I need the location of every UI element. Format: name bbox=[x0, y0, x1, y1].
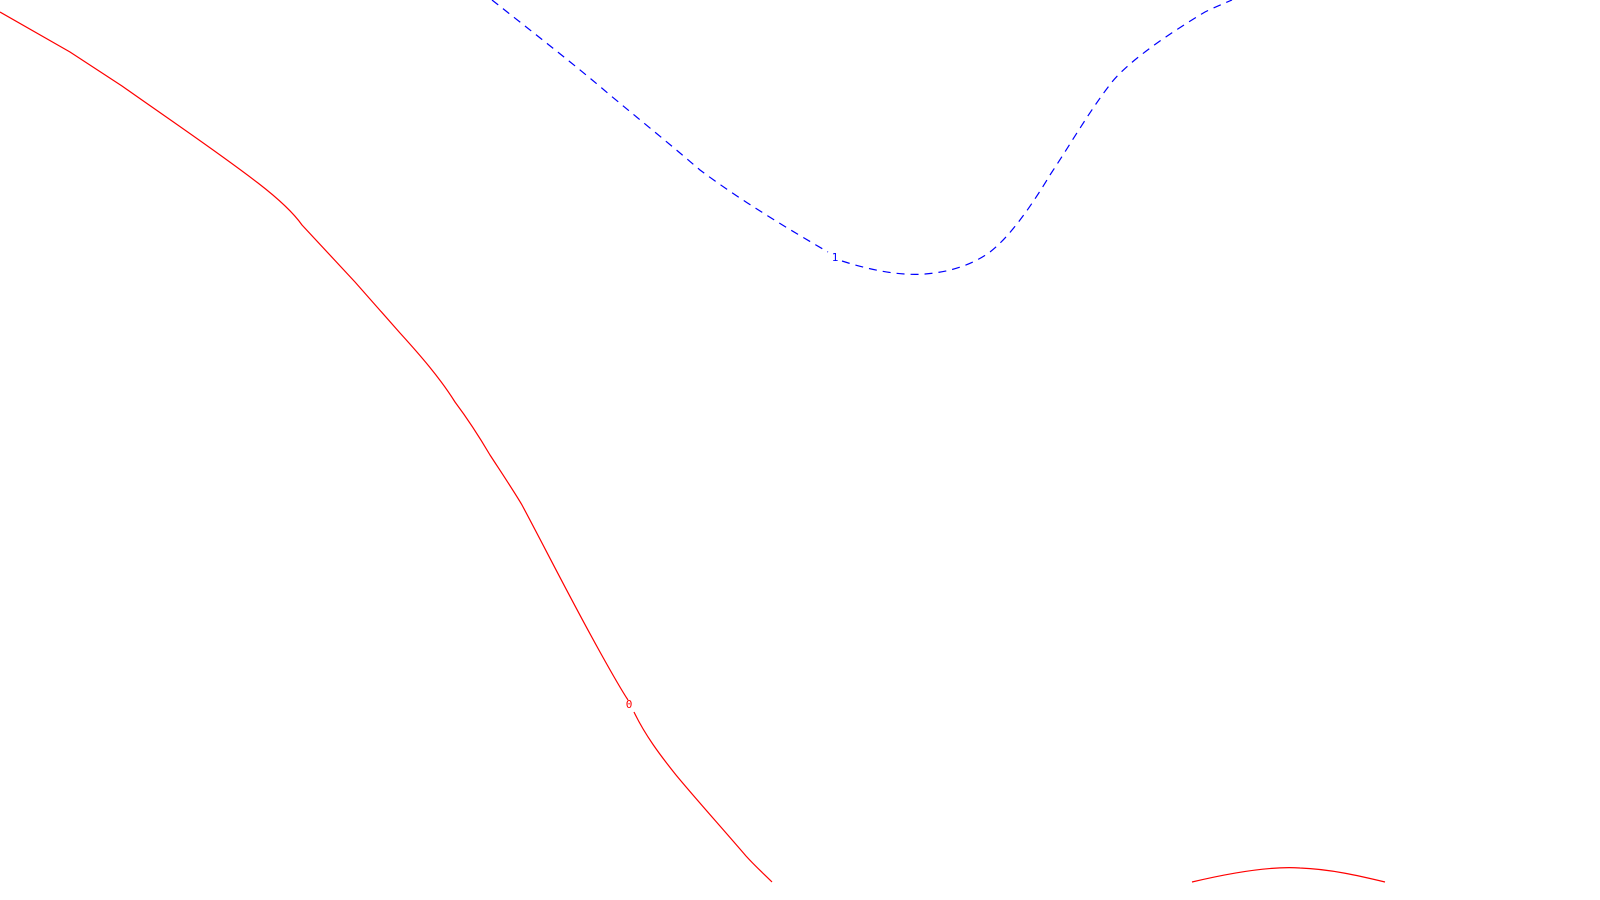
contour-line-level-0-continued bbox=[633, 711, 773, 883]
contour-line-level-1 bbox=[491, 0, 829, 253]
contour-line-level-0 bbox=[0, 11, 629, 701]
contour-label-level-0: 0 bbox=[626, 698, 633, 711]
contour-line-level-1-continued bbox=[841, 0, 1233, 275]
contour-line-level-0-arc bbox=[1191, 867, 1386, 883]
contour-label-level-1: 1 bbox=[832, 251, 839, 264]
